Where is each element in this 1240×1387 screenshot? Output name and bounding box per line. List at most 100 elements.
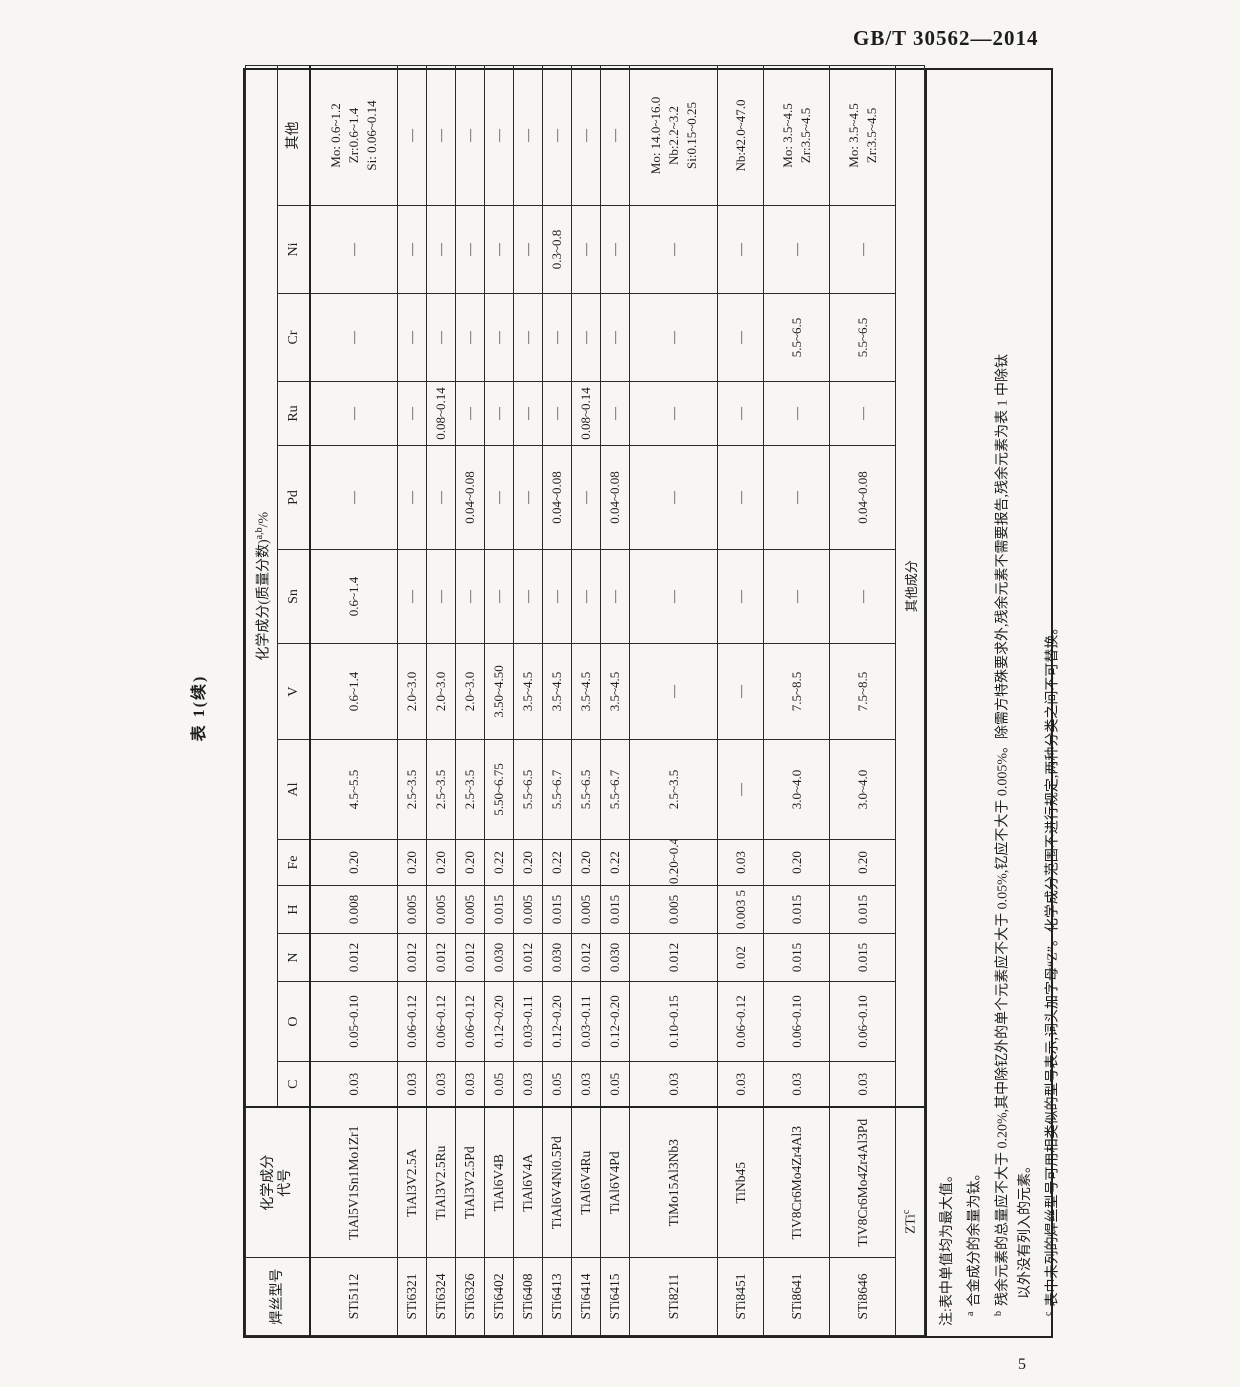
cell-value-line: Mo: 0.6~1.2: [327, 103, 343, 168]
cell-value: —: [571, 445, 601, 550]
cell-value: 0.015: [763, 933, 830, 982]
cell-value: 0.03: [763, 1061, 830, 1108]
cell-value: 0.03: [629, 1061, 718, 1108]
cell-value: —: [426, 445, 456, 550]
cell-value: 7.5~8.5: [829, 643, 896, 740]
cell-value: 3.0~4.0: [829, 739, 896, 840]
cell-wire-code: STi6415: [600, 1257, 630, 1336]
cell-designation: TiNb45: [717, 1107, 764, 1258]
cell-value: —: [763, 549, 830, 644]
header-composition-sup: a,b: [253, 527, 265, 540]
cell-value: —: [600, 293, 630, 382]
cell-value: —: [717, 739, 764, 840]
header-element-Pd: Pd: [277, 445, 310, 550]
cell-wire-code: STi8451: [717, 1257, 764, 1336]
cell-value: —: [513, 381, 543, 446]
cell-value: —: [397, 549, 427, 644]
cell-value: 0.6~1.4: [309, 643, 398, 740]
table-row: STi6414 TiAl6V4Ru 0.03 0.03~0.11 0.012 0.005 0…: [571, 65, 601, 1336]
page-number: 5: [1018, 1356, 1026, 1373]
cell-value: 0.03: [309, 1061, 398, 1108]
cell-value: 0.05: [484, 1061, 514, 1108]
cell-value: —: [513, 205, 543, 294]
cell-value: —: [600, 549, 630, 644]
cell-value-line: Zr:3.5~4.5: [863, 107, 879, 164]
cell-designation: TiAl6V4B: [484, 1107, 514, 1258]
cell-value: 0.12~0.20: [600, 981, 630, 1062]
cell-value: 0.008: [309, 885, 398, 934]
cell-value: —: [600, 65, 630, 206]
cell-value: —: [763, 381, 830, 446]
cell-designation: TiAl6V4A: [513, 1107, 543, 1258]
cell-wire-code: STi6324: [426, 1257, 456, 1336]
table-note-line: 以外没有列入的元素。: [1018, 1159, 1034, 1299]
cell-value: 0.06~0.12: [397, 981, 427, 1062]
cell-value: 0.03~0.11: [571, 981, 601, 1062]
cell-designation: TiAl6V4Ni0.5Pd: [542, 1107, 572, 1258]
table-row: STi6324 TiAl3V2.5Ru 0.03 0.06~0.12 0.012 0.00…: [426, 65, 456, 1336]
table-row: STi6413 TiAl6V4Ni0.5Pd 0.05 0.12~0.20 0.030 0…: [542, 65, 572, 1336]
cell-value: 0.005: [629, 885, 718, 934]
cell-value: —: [717, 445, 764, 550]
cell-value: Mo: 0.6~1.2 Zr:0.6~1.4 Si: 0.06~0.14: [309, 65, 398, 206]
cell-zti-value: 其他成分: [895, 65, 925, 1108]
cell-value: 0.04~0.08: [829, 445, 896, 550]
cell-value: —: [484, 293, 514, 382]
cell-value: 5.5~6.5: [513, 739, 543, 840]
table-row: STi6402 TiAl6V4B 0.05 0.12~0.20 0.030 0.015 0.…: [484, 65, 514, 1336]
composition-table-natural: 焊丝型号 化学成分 代号 化学成分(质量分数)a,b/% C O N H Fe Al V Sn Pd Ru…: [243, 65, 1065, 1338]
cell-value: 3.50~4.50: [484, 643, 514, 740]
cell-wire-code: STi6321: [397, 1257, 427, 1336]
cell-value: 0.04~0.08: [455, 445, 485, 550]
cell-value: —: [309, 205, 398, 294]
cell-value: Mo: 14.0~16.0 Nb:2.2~3.2 Si:0.15~0.25: [629, 65, 718, 206]
table-row: STi8451 TiNb45 0.03 0.06~0.12 0.02 0.003 5 0.0…: [717, 65, 764, 1336]
table-note-line: b残余元素的总量应不大于 0.20%,其中除钇外的单个元素应不大于 0.05%,…: [992, 354, 1011, 1316]
cell-value: 0.015: [763, 885, 830, 934]
cell-value: —: [600, 205, 630, 294]
table-frame: 焊丝型号 化学成分 代号 化学成分(质量分数)a,b/% C O N H Fe Al V Sn Pd Ru…: [243, 65, 1065, 1338]
cell-value: 0.012: [426, 933, 456, 982]
cell-value: —: [426, 549, 456, 644]
header-element-Cr: Cr: [277, 293, 310, 382]
cell-value: 0.005: [397, 885, 427, 934]
cell-value-line: Si: 0.06~0.14: [363, 100, 379, 171]
cell-designation: TiMo15Al3Nb3: [629, 1107, 718, 1258]
cell-value: 0.03: [717, 839, 764, 886]
cell-wire-code: STi6402: [484, 1257, 514, 1336]
cell-value: —: [571, 549, 601, 644]
cell-wire-code: STi6414: [571, 1257, 601, 1336]
cell-value: 0.03: [397, 1061, 427, 1108]
header-composition: 化学成分(质量分数)a,b/%: [245, 65, 278, 1108]
cell-value: —: [397, 445, 427, 550]
cell-value: 0.003 5: [717, 885, 764, 934]
cell-value: 0.08~0.14: [571, 381, 601, 446]
header-element-N: N: [277, 933, 310, 982]
cell-value: —: [484, 549, 514, 644]
cell-value: —: [571, 65, 601, 206]
cell-value: 3.0~4.0: [763, 739, 830, 840]
cell-value: 2.0~3.0: [397, 643, 427, 740]
cell-value: 0.06~0.12: [717, 981, 764, 1062]
cell-value-line: Nb:2.2~3.2: [665, 105, 681, 166]
cell-value: 0.10~0.15: [629, 981, 718, 1062]
cell-value: 0.06~0.10: [829, 981, 896, 1062]
cell-value: —: [484, 381, 514, 446]
cell-value: —: [717, 643, 764, 740]
cell-value: —: [426, 65, 456, 206]
cell-value: 4.5~5.5: [309, 739, 398, 840]
cell-value: —: [571, 293, 601, 382]
cell-value: Mo: 3.5~4.5 Zr:3.5~4.5: [829, 65, 896, 206]
cell-value: 0.06~0.12: [426, 981, 456, 1062]
cell-value: —: [455, 205, 485, 294]
cell-value: 0.05: [600, 1061, 630, 1108]
cell-value: —: [513, 293, 543, 382]
cell-value: 0.005: [571, 885, 601, 934]
table-row: STi6415 TiAl6V4Pd 0.05 0.12~0.20 0.030 0.015 0…: [600, 65, 630, 1336]
cell-value-line: Zr:0.6~1.4: [345, 107, 361, 164]
cell-value: 0.030: [600, 933, 630, 982]
cell-value: 0.012: [571, 933, 601, 982]
cell-value: 0.015: [484, 885, 514, 934]
cell-value: 0.03: [571, 1061, 601, 1108]
cell-value-line: Si:0.15~0.25: [683, 102, 699, 169]
